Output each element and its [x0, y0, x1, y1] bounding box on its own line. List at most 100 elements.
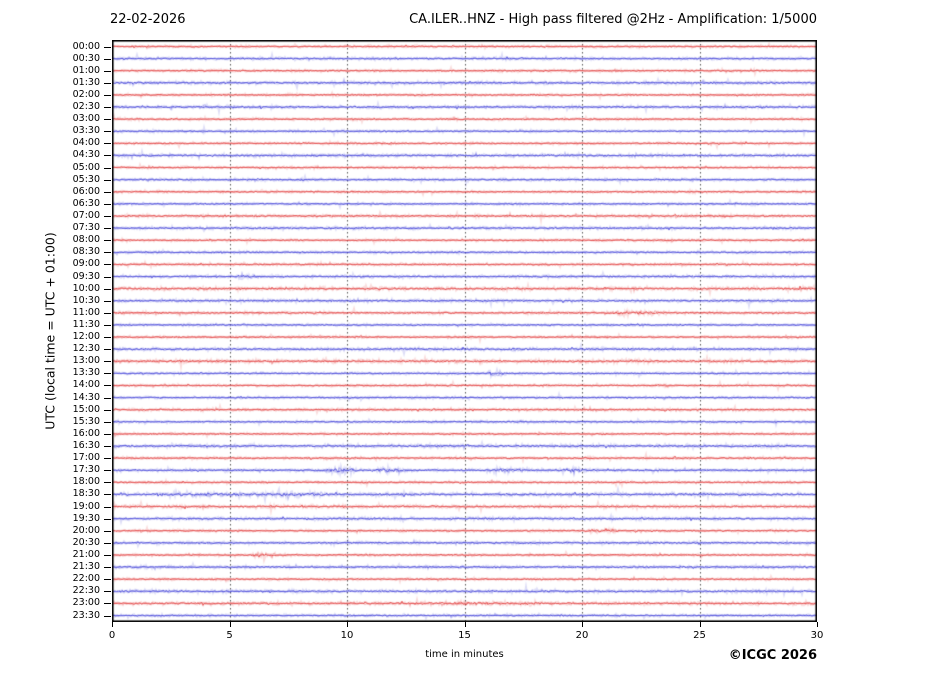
y-tick-label: 10:30: [72, 294, 100, 306]
y-tick-mark: [104, 191, 111, 193]
x-tick-mark: [347, 622, 348, 627]
y-tick-mark: [104, 349, 111, 351]
y-tick-mark: [104, 361, 111, 363]
y-tick-mark: [104, 518, 111, 520]
y-tick-label: 09:00: [72, 258, 100, 270]
y-tick-label: 13:30: [72, 367, 100, 379]
y-tick-label: 03:00: [72, 113, 100, 125]
y-tick-mark: [104, 324, 111, 326]
y-tick-mark: [104, 458, 111, 460]
y-tick-mark: [104, 373, 111, 375]
y-tick-mark: [104, 409, 111, 411]
y-tick-label: 12:00: [72, 331, 100, 343]
y-tick-label: 03:30: [72, 125, 100, 137]
y-tick-label: 05:30: [72, 173, 100, 185]
y-tick-label: 00:00: [72, 40, 100, 52]
y-tick-mark: [104, 94, 111, 96]
y-tick-label: 11:00: [72, 306, 100, 318]
y-tick-mark: [104, 131, 111, 133]
y-tick-label: 11:30: [72, 318, 100, 330]
y-tick-mark: [104, 603, 111, 605]
y-tick-mark: [104, 240, 111, 242]
y-tick-mark: [104, 143, 111, 145]
y-tick-label: 14:00: [72, 379, 100, 391]
x-tick-mark: [112, 622, 113, 627]
y-tick-label: 22:30: [72, 585, 100, 597]
y-tick-label: 07:00: [72, 209, 100, 221]
y-tick-mark: [104, 385, 111, 387]
y-tick-mark: [104, 119, 111, 121]
y-tick-mark: [104, 542, 111, 544]
y-tick-label: 16:30: [72, 440, 100, 451]
y-tick-label: 20:00: [72, 524, 100, 536]
y-tick-mark: [104, 494, 111, 496]
y-tick-label: 00:30: [72, 52, 100, 64]
y-tick-mark: [104, 312, 111, 314]
y-tick-label: 21:30: [72, 561, 100, 573]
y-tick-label: 15:00: [72, 403, 100, 415]
plot-title: CA.ILER..HNZ - High pass filtered @2Hz -…: [409, 12, 817, 27]
y-tick-mark: [104, 591, 111, 593]
x-tick-mark: [464, 622, 466, 627]
x-tick-label: 20: [575, 630, 589, 641]
copyright-text: ©ICGC 2026: [728, 648, 817, 663]
y-tick-mark: [104, 82, 111, 84]
x-axis-title: time in minutes: [425, 649, 504, 660]
y-tick-mark: [104, 46, 111, 48]
y-tick-label: 08:00: [72, 234, 100, 246]
y-tick-label: 14:30: [72, 391, 100, 403]
y-tick-mark: [104, 337, 111, 339]
y-tick-label: 19:00: [72, 500, 100, 512]
y-tick-label: 05:00: [72, 161, 100, 173]
y-tick-mark: [104, 58, 111, 60]
y-tick-label: 17:00: [72, 452, 100, 464]
y-tick-mark: [104, 155, 111, 157]
y-tick-mark: [104, 506, 111, 508]
y-tick-label: 16:00: [72, 427, 100, 439]
y-tick-mark: [104, 554, 111, 556]
y-tick-mark: [104, 567, 111, 569]
y-tick-label: 15:30: [72, 415, 100, 427]
y-tick-mark: [104, 579, 111, 581]
y-tick-mark: [104, 276, 111, 278]
y-tick-label: 23:00: [72, 597, 100, 609]
y-tick-mark: [104, 421, 111, 423]
y-tick-mark: [104, 288, 111, 290]
y-tick-label: 02:00: [72, 88, 100, 100]
y-tick-label: 19:30: [72, 512, 100, 524]
y-tick-label: 02:30: [72, 101, 100, 113]
y-tick-label: 07:30: [72, 222, 100, 234]
y-tick-label: 17:30: [72, 464, 100, 476]
y-tick-label: 20:30: [72, 536, 100, 548]
y-tick-label: 22:00: [72, 573, 100, 585]
y-tick-mark: [104, 107, 111, 109]
y-tick-label: 09:30: [72, 270, 100, 282]
seismogram-canvas: [112, 40, 817, 622]
x-tick-label: 30: [810, 630, 824, 641]
y-tick-mark: [104, 167, 111, 169]
plot-date: 22-02-2026: [110, 12, 186, 27]
y-tick-mark: [104, 397, 111, 399]
y-tick-mark: [104, 530, 111, 532]
y-tick-mark: [104, 615, 111, 617]
y-tick-mark: [104, 482, 111, 484]
y-tick-label: 04:00: [72, 137, 100, 149]
y-tick-mark: [104, 433, 111, 435]
y-tick-mark: [104, 252, 111, 254]
y-tick-label: 06:00: [72, 185, 100, 197]
y-tick-mark: [104, 179, 111, 181]
x-tick-mark: [229, 622, 231, 627]
y-tick-label: 23:30: [72, 609, 100, 621]
y-tick-label: 08:30: [72, 246, 100, 258]
x-tick-label: 15: [458, 630, 471, 641]
y-tick-label: 04:30: [72, 149, 100, 161]
y-tick-label: 21:00: [72, 548, 100, 560]
y-tick-mark: [104, 215, 111, 217]
x-tick-label: 0: [108, 630, 116, 641]
y-axis-title: UTC (local time = UTC + 01:00): [42, 232, 58, 430]
x-tick-label: 5: [226, 630, 233, 641]
x-tick-mark: [582, 622, 583, 627]
y-tick-mark: [104, 300, 111, 302]
y-tick-label: 06:30: [72, 197, 100, 209]
